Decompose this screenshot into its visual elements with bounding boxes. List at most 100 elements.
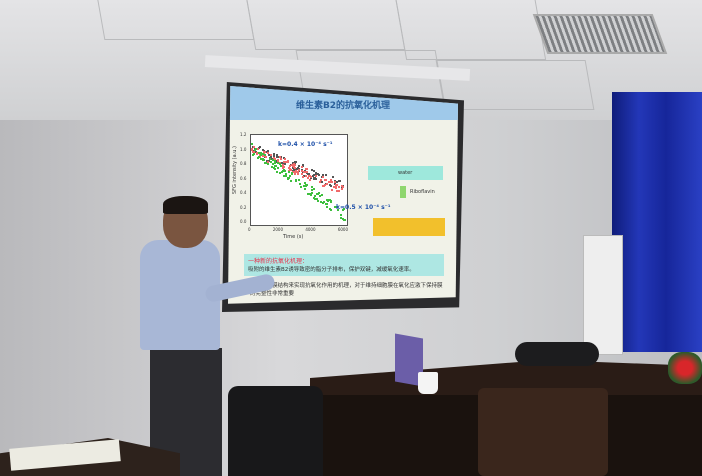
scatter-point [288, 175, 291, 178]
scatter-point [301, 173, 304, 176]
scatter-point [272, 162, 275, 165]
flowers [668, 352, 702, 384]
scatter-point [276, 158, 279, 161]
scatter-point [336, 184, 339, 187]
scatter-point [312, 174, 315, 177]
scatter-point [304, 171, 307, 174]
scatter-point [253, 148, 256, 151]
x-tick-label: 6000 [337, 227, 348, 232]
scatter-point [308, 193, 311, 196]
scatter-point [252, 151, 255, 154]
x-tick-label: 2000 [272, 227, 284, 232]
scatter-point [313, 169, 316, 172]
scatter-point [271, 157, 274, 160]
scatter-point [272, 156, 275, 159]
scatter-point [329, 201, 332, 204]
scatter-point [303, 170, 306, 173]
scatter-point [288, 165, 291, 168]
scatter-point [308, 174, 311, 177]
scatter-point [303, 174, 306, 177]
scatter-point [272, 158, 275, 161]
scatter-point [290, 180, 293, 183]
scatter-point [256, 148, 259, 151]
scatter-point [272, 166, 275, 169]
scatter-point [307, 172, 310, 175]
scatter-point [330, 184, 333, 187]
scatter-point [258, 152, 261, 155]
scatter-point [280, 158, 283, 161]
scatter-point [336, 206, 339, 209]
scatter-point [331, 189, 333, 192]
scatter-point [297, 170, 300, 173]
air-vent [532, 14, 668, 54]
scatter-point [282, 164, 285, 167]
scatter-point [341, 187, 344, 190]
scatter-point [330, 208, 333, 211]
scatter-point [341, 184, 344, 187]
scatter-point [267, 149, 270, 152]
scatter-point [287, 169, 290, 172]
scatter-point [335, 185, 338, 188]
scatter-point [304, 167, 307, 170]
slide-note: 通过调节膜结构来实现抗氧化作用的机理，对于维持细胞膜在氧化应激下保持膜的完整性非… [250, 283, 443, 297]
y-tick-label: 0.2 [240, 204, 247, 210]
down-arrow-icon [400, 186, 406, 198]
scatter-point [253, 149, 256, 152]
scatter-point [336, 208, 339, 211]
scatter-point [317, 200, 320, 203]
scatter-point [255, 151, 258, 154]
chair [478, 388, 608, 476]
presenter-hair [163, 196, 208, 214]
scatter-point [339, 179, 342, 182]
scatter-point [283, 162, 286, 165]
scatter-point [332, 185, 335, 188]
scatter-point [262, 149, 265, 152]
scatter-point [306, 168, 309, 171]
scatter-point [334, 184, 337, 186]
scatter-point [333, 205, 336, 208]
scatter-point [299, 185, 302, 188]
scatter-point [252, 152, 255, 155]
x-tick-label: 4000 [305, 227, 316, 232]
scatter-point [266, 162, 269, 165]
scatter-point [294, 163, 297, 166]
scatter-point [328, 207, 331, 210]
scatter-point [284, 163, 287, 166]
scatter-point [263, 156, 266, 159]
riboflavin-label: Riboflavin [410, 189, 435, 195]
scatter-point [281, 170, 284, 173]
scatter-point [270, 160, 273, 163]
scatter-point [319, 200, 322, 203]
scatter-point [262, 152, 265, 155]
y-tick-label: 0.8 [240, 161, 247, 166]
scatter-point [310, 176, 313, 179]
scatter-point [266, 160, 269, 163]
scatter-point [262, 159, 265, 162]
scatter-point [263, 162, 266, 165]
decay-plot [250, 134, 348, 226]
scatter-point [340, 216, 343, 219]
scatter-point [324, 203, 327, 206]
scatter-point [263, 153, 266, 156]
scatter-point [330, 178, 333, 181]
scatter-point [321, 175, 324, 178]
x-tick-label: 0 [248, 227, 251, 232]
scatter-point [276, 166, 279, 169]
scatter-point [300, 170, 303, 173]
scatter-point [344, 218, 347, 221]
scatter-point [292, 169, 295, 172]
scatter-point [341, 185, 344, 188]
scatter-point [326, 205, 329, 208]
scatter-point [337, 185, 340, 188]
scatter-point [317, 193, 320, 196]
scatter-point [282, 175, 285, 178]
scatter-point [318, 174, 321, 177]
scatter-point [263, 151, 266, 154]
scatter-point [319, 194, 322, 197]
scatter-point [334, 187, 337, 190]
scatter-point [275, 170, 278, 173]
scatter-point [321, 174, 324, 177]
scatter-point [312, 188, 315, 191]
scatter-point [318, 191, 321, 194]
scatter-point [274, 164, 277, 167]
